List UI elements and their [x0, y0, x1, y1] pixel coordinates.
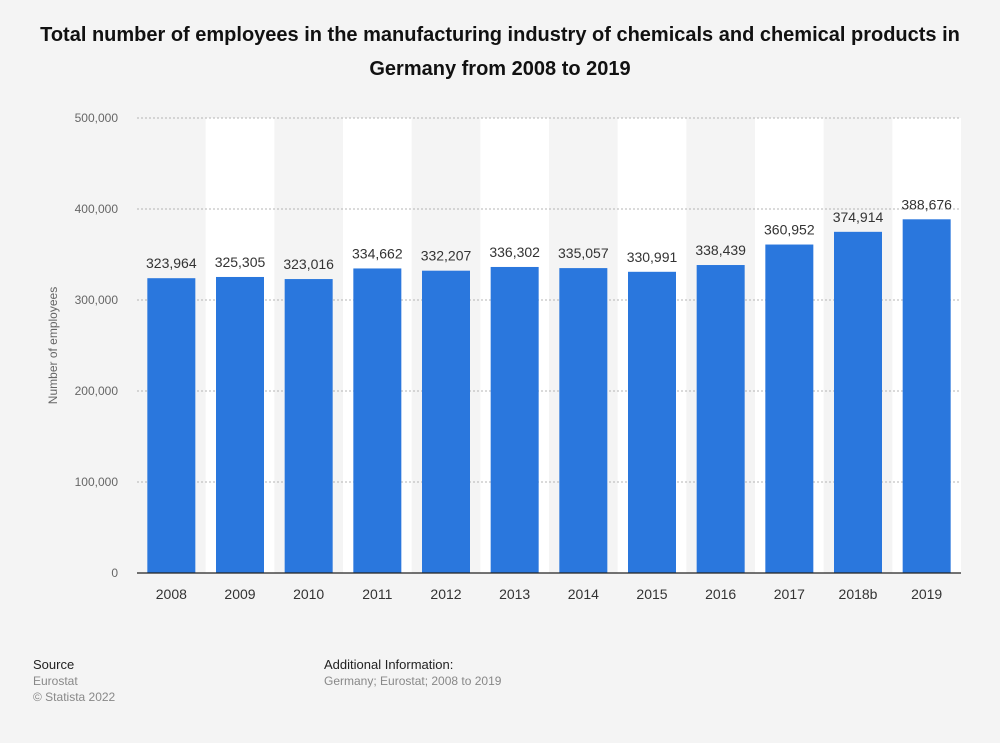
copyright: © Statista 2022	[33, 690, 116, 704]
data-label: 330,991	[627, 249, 678, 265]
x-tick-label: 2019	[911, 586, 942, 602]
data-label: 388,676	[901, 196, 952, 212]
data-label: 335,057	[558, 245, 609, 261]
bar	[284, 279, 333, 573]
x-tick-label: 2012	[430, 586, 461, 602]
chart-title: Total number of employees in the manufac…	[40, 24, 960, 80]
x-tick-label: 2017	[774, 586, 805, 602]
source-block: Source Eurostat © Statista 2022	[33, 657, 115, 705]
bar	[147, 278, 196, 573]
bar	[902, 219, 951, 573]
x-tick-label: 2015	[636, 586, 667, 602]
bar	[559, 268, 608, 573]
y-axis-label: Number of employees	[46, 287, 60, 404]
bar-chart: 0 100,000 200,000 300,000 400,000 500,000 323,…	[46, 111, 961, 602]
additional-info-block: Additional Information: Germany; Eurosta…	[324, 657, 501, 689]
data-label: 323,016	[283, 256, 334, 272]
data-label: 323,964	[146, 255, 197, 271]
x-tick-label: 2016	[705, 586, 736, 602]
x-tick-label: 2008	[156, 586, 187, 602]
bar	[216, 276, 264, 573]
bar	[353, 268, 402, 573]
x-tick-label: 2011	[362, 586, 392, 602]
additional-info-heading: Additional Information:	[324, 657, 454, 672]
y-tick-label: 200,000	[75, 384, 119, 398]
y-tick-label: 100,000	[75, 475, 119, 489]
additional-info-text: Germany; Eurostat; 2008 to 2019	[324, 674, 502, 688]
source-name: Eurostat	[33, 674, 78, 688]
y-tick-label: 500,000	[75, 111, 119, 125]
x-tick-label: 2009	[224, 586, 255, 602]
data-label: 338,439	[695, 242, 746, 258]
data-label: 374,914	[833, 209, 884, 225]
bar	[490, 266, 539, 573]
data-label: 332,207	[421, 248, 472, 264]
x-tick-label: 2014	[568, 586, 599, 602]
data-label: 325,305	[215, 254, 266, 270]
y-tick-label: 0	[111, 566, 118, 580]
x-tick-label: 2018b	[839, 586, 878, 602]
data-label: 334,662	[352, 245, 403, 261]
y-tick-label: 400,000	[75, 202, 119, 216]
source-heading: Source	[33, 657, 75, 672]
bar	[696, 265, 745, 573]
x-tick-label: 2010	[293, 586, 324, 602]
x-tick-label: 2013	[499, 586, 530, 602]
data-label: 336,302	[489, 244, 540, 260]
bar	[834, 231, 882, 574]
bar	[765, 244, 814, 573]
data-label: 360,952	[764, 222, 815, 238]
y-tick-label: 300,000	[75, 293, 119, 307]
bar	[628, 271, 676, 573]
bar	[422, 270, 470, 573]
